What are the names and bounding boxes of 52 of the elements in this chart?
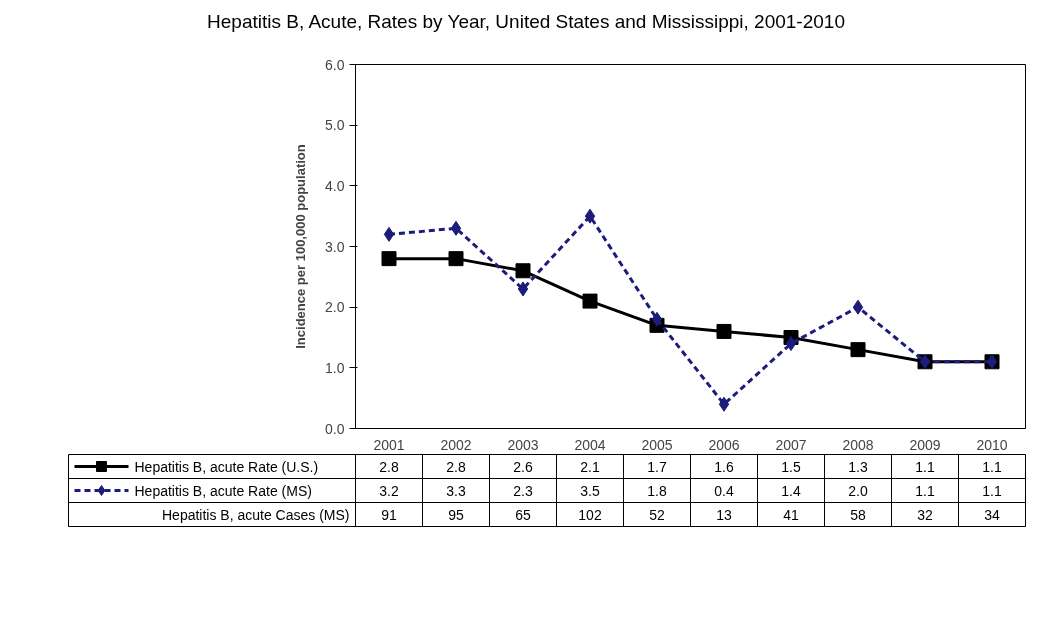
x-tick-label: 2002 xyxy=(440,436,472,453)
data-label: 1.6 xyxy=(714,458,734,475)
data-label: 1.3 xyxy=(848,458,868,475)
text: 52 xyxy=(649,506,665,523)
text: 65 xyxy=(515,506,531,523)
x-tick-label: 2008 xyxy=(842,436,874,453)
x-tick-label: 2009 xyxy=(909,436,941,453)
text: 34 xyxy=(984,506,1000,523)
data-label: 3.5 xyxy=(580,482,600,499)
text: Hepatitis B, acute Cases (MS) xyxy=(161,506,350,523)
x-tick-label: 2006 xyxy=(708,436,740,453)
x-tick-label: 2007 xyxy=(775,436,807,453)
legend-label: Hepatitis B, acute Rate (MS) xyxy=(134,482,312,499)
data-label: 2.1 xyxy=(580,458,600,475)
data-label: 1.4 xyxy=(781,482,801,499)
text: 13 xyxy=(716,506,732,523)
text: 41 xyxy=(783,506,799,523)
data-label: 0.4 xyxy=(714,482,734,499)
data-label: 2.8 xyxy=(446,458,466,475)
legend-label: Hepatitis B, acute Rate (U.S.) xyxy=(134,458,319,475)
y-tick-label: 2.0 xyxy=(325,299,345,316)
y-axis-title: Incidence per 100,000 population xyxy=(293,144,309,349)
x-tick-label: 2004 xyxy=(574,436,606,453)
data-label: 1.1 xyxy=(982,482,1002,499)
chart-title: Hepatitis B, Acute, Rates by Year, United States and Mississippi, 2001-2010 xyxy=(206,10,846,34)
text: 91 xyxy=(381,506,397,523)
text: 95 xyxy=(448,506,464,523)
x-tick-label: 2010 xyxy=(976,436,1008,453)
x-tick-label: 2005 xyxy=(641,436,673,453)
data-label: 2.8 xyxy=(379,458,399,475)
text: 58 xyxy=(850,506,866,523)
y-tick-label: 5.0 xyxy=(325,117,345,134)
y-tick-label: 6.0 xyxy=(325,56,345,73)
y-tick-label: 3.0 xyxy=(325,238,345,255)
data-label: 2.3 xyxy=(513,482,533,499)
data-label: 1.1 xyxy=(915,482,935,499)
y-tick-label: 4.0 xyxy=(325,177,345,194)
x-tick-label: 2003 xyxy=(507,436,539,453)
text: 102 xyxy=(578,506,602,523)
data-label: 3.3 xyxy=(446,482,466,499)
data-label: 1.7 xyxy=(647,458,667,475)
data-label: 1.1 xyxy=(982,458,1002,475)
y-tick-label: 1.0 xyxy=(325,359,345,376)
data-label: 2.6 xyxy=(513,458,533,475)
y-tick-label: 0.0 xyxy=(325,420,345,437)
data-label: 1.8 xyxy=(647,482,667,499)
data-label: 1.5 xyxy=(781,458,801,475)
data-label: 1.1 xyxy=(915,458,935,475)
text: 32 xyxy=(917,506,933,523)
data-label: 2.0 xyxy=(848,482,868,499)
x-tick-label: 2001 xyxy=(373,436,405,453)
data-label: 3.2 xyxy=(379,482,399,499)
